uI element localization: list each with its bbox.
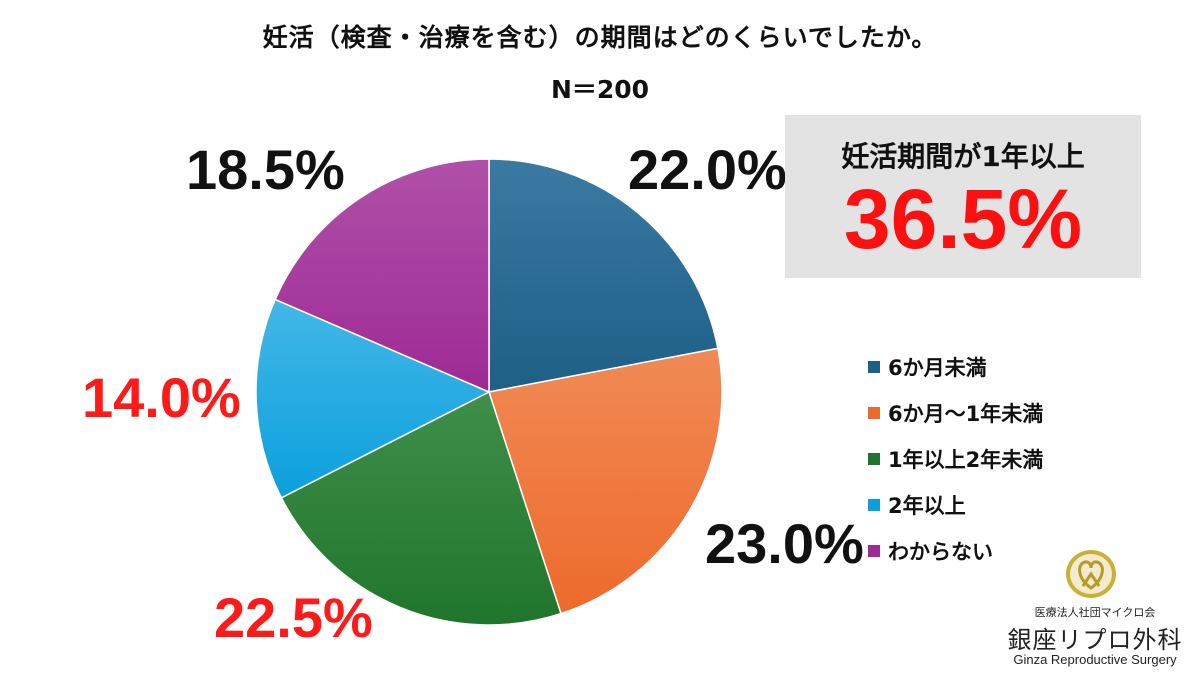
legend-item: わからない <box>868 528 1043 574</box>
logo-english-name: Ginza Reproductive Surgery <box>1013 652 1177 667</box>
pie-slice <box>274 158 490 394</box>
slice-percent-label: 14.0% <box>82 366 241 429</box>
pie-slice <box>488 158 719 393</box>
sample-size: N＝200 <box>550 75 650 104</box>
clinic-logo: 医療法人社団マイクロ会 銀座リプロ外科 Ginza Reproductive S… <box>1005 548 1185 668</box>
legend-label: 6か月〜1年未満 <box>888 402 1044 426</box>
logo-corporation: 医療法人社団マイクロ会 <box>1034 606 1156 619</box>
legend-swatch <box>868 499 880 511</box>
legend-item: 6か月〜1年未満 <box>868 390 1043 436</box>
highlight-box: 妊活期間が1年以上 36.5% <box>785 115 1141 278</box>
legend-swatch <box>868 545 880 557</box>
pie-slice <box>488 347 723 615</box>
legend-item: 6か月未満 <box>868 344 1043 390</box>
slice-percent-label: 22.0% <box>628 138 787 201</box>
legend-label: わからない <box>888 540 993 564</box>
legend-label: 1年以上2年未満 <box>888 448 1044 472</box>
legend-item: 2年以上 <box>868 482 1043 528</box>
highlight-value: 36.5% <box>843 172 1083 266</box>
highlight-label: 妊活期間が1年以上 <box>841 140 1085 173</box>
ribbon-heart-icon <box>1066 550 1116 598</box>
legend: 6か月未満 6か月〜1年未満 1年以上2年未満 2年以上わからない <box>868 344 1043 574</box>
legend-label: 6か月未満 <box>888 356 987 380</box>
slice-percent-label: 23.0% <box>705 512 864 575</box>
chart-title: 妊活（検査・治療を含む）の期間はどのくらいでしたか。 <box>262 23 938 52</box>
legend-swatch <box>868 407 880 419</box>
slice-percent-label: 22.5% <box>214 586 373 649</box>
legend-item: 1年以上2年未満 <box>868 436 1043 482</box>
pie-slice <box>255 298 491 499</box>
pie-slice <box>280 390 562 626</box>
legend-label: 2年以上 <box>888 494 966 518</box>
legend-swatch <box>868 361 880 373</box>
legend-swatch <box>868 453 880 465</box>
slice-percent-label: 18.5% <box>186 138 345 201</box>
logo-name: 銀座リプロ外科 <box>1007 626 1183 654</box>
